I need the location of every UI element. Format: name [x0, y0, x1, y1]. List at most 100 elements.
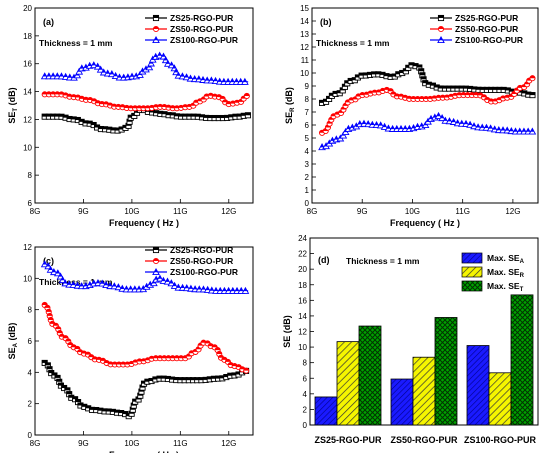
y-tick-label: 0: [28, 431, 33, 440]
y-tick-label: 5: [305, 134, 310, 143]
data-point-fill: [399, 125, 403, 130]
data-point-fill: [195, 114, 201, 117]
data-point-fill: [197, 76, 201, 80]
data-point-fill: [88, 62, 92, 67]
series-markers-2: [40, 51, 249, 85]
data-point-fill: [71, 94, 77, 98]
data-point-fill: [216, 94, 222, 98]
data-point-fill: [104, 281, 108, 286]
y-tick-label: 10: [23, 143, 32, 152]
data-point-fill: [480, 87, 486, 90]
data-point-fill: [472, 123, 476, 127]
data-point-fill: [216, 351, 222, 354]
data-point-fill: [430, 83, 436, 86]
data-point-fill: [48, 370, 54, 374]
data-point-fill: [184, 74, 189, 78]
data-point-fill: [122, 74, 126, 78]
data-point-fill: [75, 399, 81, 403]
data-point-fill: [228, 114, 234, 118]
data-point-fill: [235, 287, 239, 292]
data-point-fill: [74, 346, 80, 349]
data-point-fill: [352, 77, 358, 81]
data-point-fill: [161, 53, 166, 57]
data-point-fill: [166, 60, 170, 64]
data-point-fill: [412, 63, 419, 67]
data-point-fill: [518, 128, 522, 132]
data-point-fill: [72, 396, 78, 400]
x-tick-label: 8G: [30, 439, 41, 448]
data-point-fill: [206, 286, 210, 291]
data-point-fill: [208, 93, 214, 96]
data-point-fill: [452, 118, 456, 123]
data-point-fill: [501, 87, 507, 90]
data-point-fill: [371, 71, 377, 75]
data-point-fill: [209, 77, 213, 81]
panel-label: (d): [318, 255, 330, 265]
data-point-fill: [201, 76, 205, 81]
data-point-fill: [222, 78, 226, 83]
data-point-fill: [42, 360, 48, 363]
thickness-annotation: Thickness = 1 mm: [39, 38, 113, 48]
data-point-fill: [56, 379, 62, 382]
data-point-fill: [165, 278, 170, 282]
y-tick-label: 24: [298, 234, 307, 243]
series-markers-0: [41, 359, 250, 420]
series-markers-1: [41, 91, 250, 112]
data-point-fill: [81, 404, 87, 407]
data-point-fill: [211, 115, 218, 119]
data-point-fill: [529, 75, 536, 79]
data-point-fill: [418, 68, 424, 72]
data-point-fill: [467, 86, 473, 89]
data-point-fill: [58, 114, 65, 117]
y-tick-label: 14: [298, 312, 307, 321]
y-tick-label: 1: [305, 186, 310, 195]
data-point-fill: [426, 82, 432, 85]
data-point-fill: [416, 64, 422, 68]
data-point-fill: [203, 115, 209, 118]
data-point-fill: [182, 114, 188, 117]
x-tick-label: 10G: [405, 207, 420, 216]
panel-0: 6 8 10 12 14 16 18 20 8G 9G 10G 11G 12G Frequency ( H…: [7, 4, 254, 228]
x-tick-label: 9G: [357, 207, 368, 216]
data-point-fill: [232, 363, 238, 367]
data-point-fill: [374, 121, 379, 126]
data-point-fill: [329, 93, 335, 96]
data-point-fill: [227, 287, 231, 292]
data-point-fill: [231, 372, 238, 376]
data-point-fill: [220, 96, 226, 99]
data-point-fill: [161, 277, 165, 282]
data-point-fill: [96, 357, 102, 360]
data-point-fill: [517, 89, 523, 93]
data-point-fill: [454, 86, 461, 89]
data-point-fill: [55, 73, 59, 77]
data-point-fill: [110, 70, 114, 75]
data-point-fill: [89, 407, 95, 410]
data-point-fill: [77, 349, 83, 353]
data-point-fill: [477, 92, 483, 96]
series-line-0: [44, 362, 249, 417]
data-point-fill: [370, 121, 374, 125]
x-tick-label: 8G: [307, 207, 318, 216]
data-point-fill: [218, 355, 224, 358]
data-point-fill: [157, 111, 163, 114]
data-point-fill: [319, 100, 325, 103]
data-point-fill: [93, 407, 99, 411]
data-point-fill: [84, 282, 88, 287]
data-point-fill: [153, 110, 159, 114]
data-point-fill: [88, 281, 92, 286]
y-tick-label: 11: [301, 56, 310, 65]
x-tick-label: 11G: [173, 207, 188, 216]
data-point-fill: [91, 122, 97, 126]
data-point-fill: [63, 335, 69, 339]
data-point-fill: [226, 78, 230, 83]
data-point-fill: [225, 359, 231, 362]
data-point-fill: [92, 62, 96, 66]
legend-swatch: [461, 280, 483, 292]
data-point-fill: [415, 123, 420, 128]
legend-label: ZS100-RGO-PUR: [170, 267, 238, 277]
legend-marker-fill: [439, 36, 443, 41]
legend-swatch: [461, 252, 483, 264]
data-point-fill: [82, 120, 89, 124]
